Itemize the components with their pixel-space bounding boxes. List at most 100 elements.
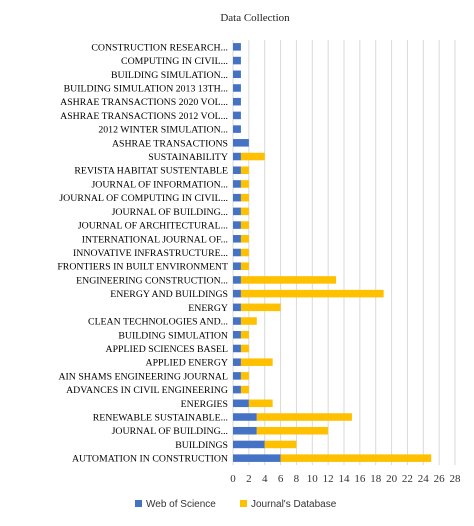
bar-journals-database-19 <box>240 303 281 312</box>
bar-journals-database-8 <box>240 152 265 161</box>
category-label-0: CONSTRUCTION RESEARCH... <box>91 42 228 53</box>
category-label-26: ENERGIES <box>181 399 228 410</box>
x-tick-label-14: 28 <box>450 473 462 485</box>
bar-web-of-science-0 <box>233 43 241 51</box>
category-label-21: BUILDING SIMULATION <box>118 330 228 341</box>
x-tick-label-5: 10 <box>307 473 319 485</box>
bar-journals-database-9 <box>240 166 249 175</box>
bar-journals-database-23 <box>240 358 273 366</box>
bar-journals-database-30 <box>280 454 432 462</box>
x-tick-label-6: 12 <box>323 473 334 485</box>
bar-web-of-science-13 <box>233 221 241 229</box>
bar-journals-database-20 <box>240 317 257 325</box>
bar-web-of-science-1 <box>233 56 241 65</box>
category-label-3: BUILDING SIMULATION 2013 13TH... <box>64 83 228 94</box>
bar-web-of-science-26 <box>233 399 249 408</box>
bar-web-of-science-19 <box>233 303 241 312</box>
bar-web-of-science-14 <box>233 235 241 243</box>
bar-web-of-science-25 <box>233 385 241 394</box>
bar-journals-database-10 <box>240 180 249 188</box>
bar-web-of-science-6 <box>233 125 241 133</box>
legend-label-journals-database: Journal's Database <box>251 499 337 510</box>
category-label-20: CLEAN TECHNOLOGIES AND... <box>88 317 228 328</box>
bar-web-of-science-24 <box>233 372 241 380</box>
bar-journals-database-17 <box>240 276 337 284</box>
category-label-22: APPLIED SCIENCES BASEL <box>106 344 228 355</box>
bar-web-of-science-28 <box>233 426 257 435</box>
bar-web-of-science-12 <box>233 207 241 216</box>
grid <box>232 40 456 465</box>
category-label-1: COMPUTING IN CIVIL... <box>121 56 228 67</box>
bar-journals-database-13 <box>240 221 249 229</box>
x-tick-label-13: 26 <box>434 473 446 485</box>
bar-journals-database-12 <box>240 207 249 216</box>
bar-web-of-science-2 <box>233 70 241 79</box>
bar-journals-database-24 <box>240 372 249 380</box>
legend-swatch-web-of-science <box>135 500 142 507</box>
bar-web-of-science-27 <box>233 413 257 421</box>
bars <box>233 43 432 462</box>
category-label-25: ADVANCES IN CIVIL ENGINEERING <box>66 385 228 396</box>
bar-journals-database-15 <box>240 248 249 257</box>
category-label-8: SUSTAINABILITY <box>148 152 228 163</box>
x-tick-label-7: 14 <box>339 473 351 485</box>
legend-swatch-journals-database <box>240 500 247 507</box>
bar-web-of-science-21 <box>233 330 241 339</box>
bar-journals-database-14 <box>240 235 249 243</box>
category-label-12: JOURNAL OF BUILDING... <box>112 207 228 218</box>
x-tick-label-9: 18 <box>370 473 382 485</box>
bar-web-of-science-3 <box>233 84 241 92</box>
bar-web-of-science-7 <box>233 139 249 147</box>
category-label-2: BUILDING SIMULATION... <box>111 70 228 81</box>
x-tick-label-2: 4 <box>262 473 268 485</box>
category-label-11: JOURNAL OF COMPUTING IN CIVIL... <box>59 193 228 204</box>
bar-web-of-science-17 <box>233 276 241 284</box>
x-tick-label-4: 8 <box>294 473 300 485</box>
x-tick-label-10: 20 <box>386 473 398 485</box>
bar-journals-database-22 <box>240 344 249 353</box>
bar-journals-database-16 <box>240 262 249 270</box>
category-label-10: JOURNAL OF INFORMATION... <box>91 179 228 190</box>
legend-label-web-of-science: Web of Science <box>146 499 216 510</box>
category-label-27: RENEWABLE SUSTAINABLE... <box>93 413 228 424</box>
bar-web-of-science-18 <box>233 289 241 298</box>
x-tick-label-0: 0 <box>230 473 236 485</box>
x-tick-labels: 0 2 4 6 8 10 12 14 16 18 20 22 24 26 28 <box>230 473 461 485</box>
bar-web-of-science-20 <box>233 317 241 325</box>
bar-journals-database-28 <box>256 426 329 435</box>
bar-web-of-science-23 <box>233 358 241 366</box>
category-label-17: ENGINEERING CONSTRUCTION... <box>76 275 228 286</box>
bar-web-of-science-4 <box>233 97 241 106</box>
bar-web-of-science-10 <box>233 180 241 188</box>
bar-web-of-science-30 <box>233 454 281 462</box>
chart-title: Data Collection <box>220 12 290 24</box>
category-label-5: ASHRAE TRANSACTIONS 2012 VOL... <box>60 111 228 122</box>
category-label-13: JOURNAL OF ARCHITECTURAL... <box>78 221 228 232</box>
category-label-30: AUTOMATION IN CONSTRUCTION <box>72 454 228 465</box>
bar-journals-database-18 <box>240 289 384 298</box>
x-tick-label-1: 2 <box>246 473 252 485</box>
bar-journals-database-27 <box>256 413 352 421</box>
bar-web-of-science-16 <box>233 262 241 270</box>
x-tick-label-11: 22 <box>402 473 413 485</box>
bar-web-of-science-15 <box>233 248 241 257</box>
bar-journals-database-21 <box>240 330 249 339</box>
legend: Web of Science Journal's Database <box>135 499 337 510</box>
category-label-23: APPLIED ENERGY <box>146 358 228 369</box>
category-label-24: AIN SHAMS ENGINEERING JOURNAL <box>58 371 228 382</box>
bar-journals-database-26 <box>248 399 273 408</box>
x-tick-label-8: 16 <box>354 473 366 485</box>
bar-web-of-science-5 <box>233 111 241 120</box>
category-label-28: JOURNAL OF BUILDING... <box>112 426 228 437</box>
category-label-9: REVISTA HABITAT SUSTENTABLE <box>74 166 228 177</box>
category-label-7: ASHRAE TRANSACTIONS <box>112 138 228 149</box>
category-label-18: ENERGY AND BUILDINGS <box>110 289 228 300</box>
category-label-29: BUILDINGS <box>175 440 228 451</box>
bar-web-of-science-29 <box>233 440 265 449</box>
bar-web-of-science-8 <box>233 152 241 161</box>
bar-journals-database-29 <box>264 440 297 449</box>
bar-journals-database-25 <box>240 385 249 394</box>
bar-web-of-science-22 <box>233 344 241 353</box>
x-tick-label-12: 24 <box>418 473 430 485</box>
category-label-19: ENERGY <box>188 303 228 314</box>
